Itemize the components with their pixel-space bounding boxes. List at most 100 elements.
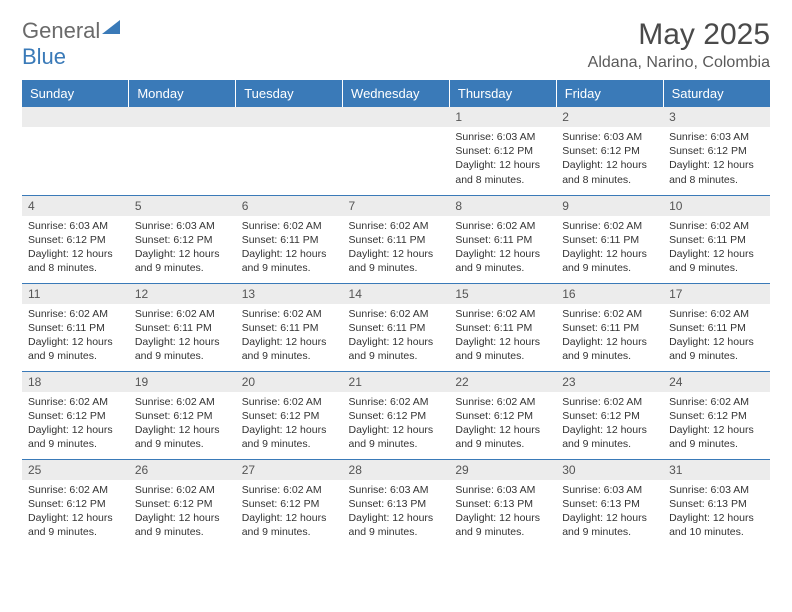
day-number: 3 — [663, 107, 770, 127]
calendar-cell: 30Sunrise: 6:03 AMSunset: 6:13 PMDayligh… — [556, 459, 663, 547]
weekday-header: Thursday — [449, 80, 556, 107]
daylight-text: Daylight: 12 hours and 9 minutes. — [455, 511, 550, 539]
calendar-row: 25Sunrise: 6:02 AMSunset: 6:12 PMDayligh… — [22, 459, 770, 547]
sunset-text: Sunset: 6:11 PM — [349, 321, 444, 335]
sunrise-text: Sunrise: 6:02 AM — [242, 307, 337, 321]
sunset-text: Sunset: 6:11 PM — [669, 321, 764, 335]
sunset-text: Sunset: 6:11 PM — [562, 321, 657, 335]
calendar-cell: 29Sunrise: 6:03 AMSunset: 6:13 PMDayligh… — [449, 459, 556, 547]
day-content: Sunrise: 6:03 AMSunset: 6:12 PMDaylight:… — [663, 127, 770, 191]
weekday-header: Monday — [129, 80, 236, 107]
sunrise-text: Sunrise: 6:03 AM — [455, 130, 550, 144]
sunrise-text: Sunrise: 6:02 AM — [562, 395, 657, 409]
day-content: Sunrise: 6:02 AMSunset: 6:11 PMDaylight:… — [343, 304, 450, 368]
sunset-text: Sunset: 6:12 PM — [135, 409, 230, 423]
day-number: 10 — [663, 196, 770, 216]
day-content: Sunrise: 6:02 AMSunset: 6:11 PMDaylight:… — [663, 216, 770, 280]
daylight-text: Daylight: 12 hours and 9 minutes. — [669, 423, 764, 451]
sunset-text: Sunset: 6:13 PM — [455, 497, 550, 511]
logo-text: General Blue — [22, 18, 120, 70]
day-content: Sunrise: 6:03 AMSunset: 6:12 PMDaylight:… — [22, 216, 129, 280]
day-number: 30 — [556, 460, 663, 480]
day-content: Sunrise: 6:02 AMSunset: 6:11 PMDaylight:… — [556, 216, 663, 280]
day-content: Sunrise: 6:02 AMSunset: 6:12 PMDaylight:… — [236, 392, 343, 456]
calendar-row: 11Sunrise: 6:02 AMSunset: 6:11 PMDayligh… — [22, 283, 770, 371]
day-content: Sunrise: 6:02 AMSunset: 6:12 PMDaylight:… — [663, 392, 770, 456]
calendar-cell: 15Sunrise: 6:02 AMSunset: 6:11 PMDayligh… — [449, 283, 556, 371]
day-number: 14 — [343, 284, 450, 304]
title-block: May 2025 Aldana, Narino, Colombia — [588, 18, 770, 72]
sunset-text: Sunset: 6:13 PM — [349, 497, 444, 511]
day-number: 27 — [236, 460, 343, 480]
sunrise-text: Sunrise: 6:02 AM — [135, 307, 230, 321]
daylight-text: Daylight: 12 hours and 8 minutes. — [562, 158, 657, 186]
day-number: 23 — [556, 372, 663, 392]
sunset-text: Sunset: 6:13 PM — [669, 497, 764, 511]
day-content: Sunrise: 6:02 AMSunset: 6:11 PMDaylight:… — [22, 304, 129, 368]
sunrise-text: Sunrise: 6:02 AM — [349, 307, 444, 321]
sunset-text: Sunset: 6:12 PM — [455, 409, 550, 423]
day-content: Sunrise: 6:02 AMSunset: 6:11 PMDaylight:… — [236, 216, 343, 280]
logo-text-general: General — [22, 18, 100, 43]
day-content: Sunrise: 6:02 AMSunset: 6:12 PMDaylight:… — [449, 392, 556, 456]
logo: General Blue — [22, 18, 120, 70]
sunset-text: Sunset: 6:11 PM — [349, 233, 444, 247]
day-number: 29 — [449, 460, 556, 480]
day-content: Sunrise: 6:02 AMSunset: 6:11 PMDaylight:… — [129, 304, 236, 368]
sunrise-text: Sunrise: 6:02 AM — [28, 307, 123, 321]
day-content: Sunrise: 6:02 AMSunset: 6:11 PMDaylight:… — [343, 216, 450, 280]
calendar-cell: 19Sunrise: 6:02 AMSunset: 6:12 PMDayligh… — [129, 371, 236, 459]
sunrise-text: Sunrise: 6:02 AM — [455, 307, 550, 321]
sunset-text: Sunset: 6:12 PM — [242, 497, 337, 511]
calendar-cell — [236, 107, 343, 195]
daylight-text: Daylight: 12 hours and 9 minutes. — [135, 423, 230, 451]
day-content: Sunrise: 6:02 AMSunset: 6:12 PMDaylight:… — [556, 392, 663, 456]
daylight-text: Daylight: 12 hours and 9 minutes. — [242, 511, 337, 539]
sunrise-text: Sunrise: 6:03 AM — [562, 483, 657, 497]
day-content: Sunrise: 6:03 AMSunset: 6:13 PMDaylight:… — [449, 480, 556, 544]
sunset-text: Sunset: 6:11 PM — [135, 321, 230, 335]
triangle-icon — [102, 20, 120, 34]
calendar-row: 4Sunrise: 6:03 AMSunset: 6:12 PMDaylight… — [22, 195, 770, 283]
daylight-text: Daylight: 12 hours and 10 minutes. — [669, 511, 764, 539]
day-content: Sunrise: 6:02 AMSunset: 6:12 PMDaylight:… — [22, 392, 129, 456]
daylight-text: Daylight: 12 hours and 9 minutes. — [669, 247, 764, 275]
daynum-empty — [236, 107, 343, 127]
calendar-cell: 17Sunrise: 6:02 AMSunset: 6:11 PMDayligh… — [663, 283, 770, 371]
sunset-text: Sunset: 6:12 PM — [562, 144, 657, 158]
day-content: Sunrise: 6:02 AMSunset: 6:11 PMDaylight:… — [236, 304, 343, 368]
day-number: 21 — [343, 372, 450, 392]
daylight-text: Daylight: 12 hours and 9 minutes. — [455, 423, 550, 451]
daylight-text: Daylight: 12 hours and 9 minutes. — [562, 247, 657, 275]
daylight-text: Daylight: 12 hours and 9 minutes. — [135, 335, 230, 363]
sunrise-text: Sunrise: 6:02 AM — [562, 219, 657, 233]
calendar-cell: 2Sunrise: 6:03 AMSunset: 6:12 PMDaylight… — [556, 107, 663, 195]
sunrise-text: Sunrise: 6:02 AM — [135, 483, 230, 497]
sunset-text: Sunset: 6:12 PM — [562, 409, 657, 423]
daylight-text: Daylight: 12 hours and 9 minutes. — [455, 247, 550, 275]
day-content: Sunrise: 6:03 AMSunset: 6:12 PMDaylight:… — [129, 216, 236, 280]
daylight-text: Daylight: 12 hours and 8 minutes. — [28, 247, 123, 275]
calendar-cell: 6Sunrise: 6:02 AMSunset: 6:11 PMDaylight… — [236, 195, 343, 283]
daylight-text: Daylight: 12 hours and 9 minutes. — [349, 511, 444, 539]
header: General Blue May 2025 Aldana, Narino, Co… — [22, 18, 770, 72]
calendar-cell — [343, 107, 450, 195]
sunrise-text: Sunrise: 6:02 AM — [28, 395, 123, 409]
day-number: 20 — [236, 372, 343, 392]
calendar-cell: 18Sunrise: 6:02 AMSunset: 6:12 PMDayligh… — [22, 371, 129, 459]
day-number: 13 — [236, 284, 343, 304]
sunrise-text: Sunrise: 6:02 AM — [669, 219, 764, 233]
weekday-header: Friday — [556, 80, 663, 107]
calendar-cell: 11Sunrise: 6:02 AMSunset: 6:11 PMDayligh… — [22, 283, 129, 371]
sunrise-text: Sunrise: 6:03 AM — [562, 130, 657, 144]
daylight-text: Daylight: 12 hours and 9 minutes. — [242, 423, 337, 451]
daylight-text: Daylight: 12 hours and 9 minutes. — [242, 335, 337, 363]
weekday-header: Saturday — [663, 80, 770, 107]
day-content: Sunrise: 6:02 AMSunset: 6:12 PMDaylight:… — [236, 480, 343, 544]
calendar-row: 1Sunrise: 6:03 AMSunset: 6:12 PMDaylight… — [22, 107, 770, 195]
day-content: Sunrise: 6:03 AMSunset: 6:12 PMDaylight:… — [556, 127, 663, 191]
calendar-cell: 9Sunrise: 6:02 AMSunset: 6:11 PMDaylight… — [556, 195, 663, 283]
sunset-text: Sunset: 6:12 PM — [349, 409, 444, 423]
day-number: 6 — [236, 196, 343, 216]
sunset-text: Sunset: 6:12 PM — [135, 497, 230, 511]
